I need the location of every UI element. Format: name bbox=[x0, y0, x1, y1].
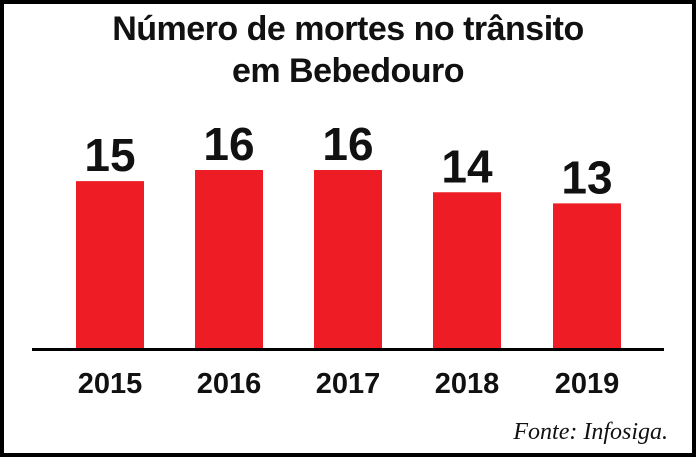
bar-2017 bbox=[314, 170, 382, 348]
value-label-2015: 15 bbox=[84, 129, 135, 181]
chart-title-line-1: Número de mortes no trânsito bbox=[112, 10, 584, 48]
bar-2019 bbox=[553, 203, 621, 348]
x-tick-label-2015: 2015 bbox=[78, 368, 143, 400]
bar-2016 bbox=[195, 170, 263, 348]
chart-title-line-2: em Bebedouro bbox=[231, 52, 465, 90]
value-label-2017: 16 bbox=[322, 118, 373, 170]
value-label-2018: 14 bbox=[441, 140, 493, 192]
x-tick-label-2018: 2018 bbox=[435, 368, 500, 400]
source-note: Fonte: Infosiga. bbox=[513, 419, 668, 445]
bar-2018 bbox=[433, 192, 501, 348]
x-tick-label-2017: 2017 bbox=[316, 368, 381, 400]
value-label-2016: 16 bbox=[203, 118, 254, 170]
bar-2015 bbox=[76, 181, 144, 348]
x-tick-label-2016: 2016 bbox=[197, 368, 262, 400]
chart-title: Número de mortes no trânsito em Bebedour… bbox=[0, 8, 696, 92]
x-tick-label-2019: 2019 bbox=[555, 368, 620, 400]
value-label-2019: 13 bbox=[561, 151, 612, 203]
